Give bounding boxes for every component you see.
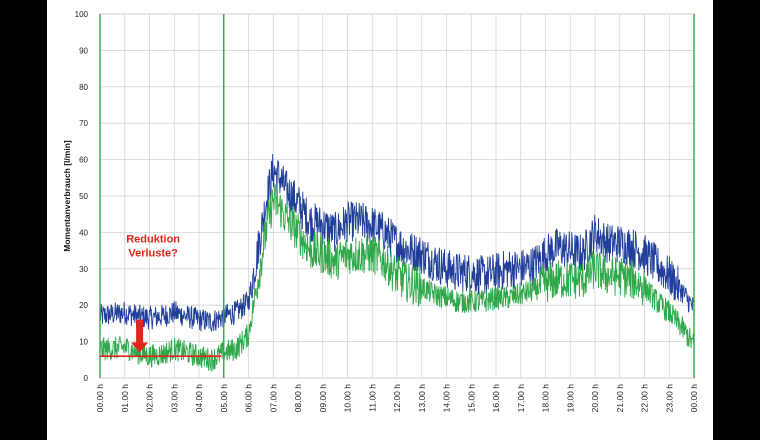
x-tick-label: 02.00 h — [145, 384, 155, 413]
y-tick-label: 20 — [79, 301, 88, 310]
y-tick-label: 50 — [79, 192, 88, 201]
x-tick-label: 14.00 h — [442, 384, 452, 413]
x-tick-label: 05.00 h — [219, 384, 229, 413]
y-tick-label: 80 — [79, 83, 88, 92]
x-tick-label: 00.00 h — [689, 384, 699, 413]
x-tick-label: 03.00 h — [169, 384, 179, 413]
line-chart: 0 10 20 30 40 50 60 70 80 90 100 00.00 h 01.00 h 02.0… — [62, 10, 699, 413]
x-tick-label: 11.00 h — [367, 384, 377, 412]
y-tick-label: 90 — [79, 46, 88, 55]
x-tick-label: 13.00 h — [417, 384, 427, 413]
x-tick-label: 18.00 h — [541, 384, 551, 413]
y-tick-label: 70 — [79, 119, 88, 128]
y-tick-label: 0 — [84, 374, 89, 383]
x-tick-label: 21.00 h — [615, 384, 625, 413]
x-tick-label: 09.00 h — [318, 384, 328, 413]
x-tick-label: 16.00 h — [491, 384, 501, 413]
y-tick-label: 30 — [79, 265, 88, 274]
x-tick-label: 20.00 h — [590, 384, 600, 413]
x-tick-label: 12.00 h — [392, 384, 402, 413]
y-tick-label: 100 — [75, 10, 89, 19]
x-tick-label: 15.00 h — [466, 384, 476, 413]
x-tick-label: 08.00 h — [293, 384, 303, 413]
x-tick-label: 10.00 h — [343, 384, 353, 413]
chart-panel: 0 10 20 30 40 50 60 70 80 90 100 00.00 h 01.00 h 02.0… — [47, 0, 713, 440]
annotation-text: Verluste? — [128, 248, 178, 260]
annotation-text: Reduktion — [126, 234, 180, 246]
x-tick-label: 06.00 h — [244, 384, 254, 413]
y-tick-label: 10 — [79, 338, 88, 347]
series-line-green — [99, 183, 695, 372]
x-tick-label: 19.00 h — [565, 384, 575, 413]
x-tick-label: 07.00 h — [268, 384, 278, 413]
y-tick-label: 40 — [79, 228, 88, 237]
x-tick-label: 23.00 h — [664, 384, 674, 413]
down-arrow-icon — [131, 319, 149, 353]
x-tick-label: 01.00 h — [120, 384, 130, 413]
x-tick-label: 22.00 h — [640, 384, 650, 413]
x-tick-label: 04.00 h — [194, 384, 204, 413]
x-tick-label: 17.00 h — [516, 384, 526, 413]
y-axis-label: Momentanverbrauch [l/min] — [62, 140, 72, 252]
x-tick-label: 00.00 h — [95, 384, 105, 413]
y-tick-label: 60 — [79, 156, 88, 165]
